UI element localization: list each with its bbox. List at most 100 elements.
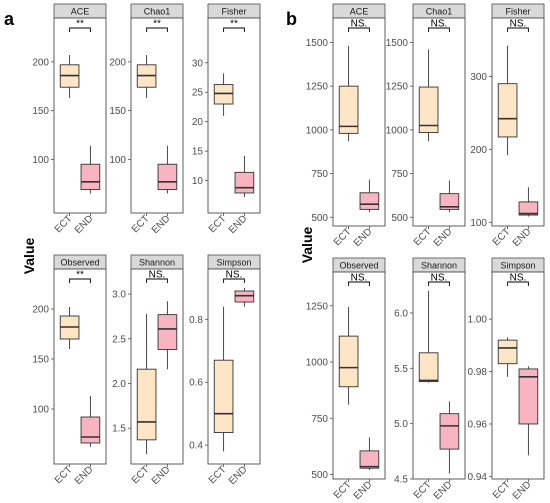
box-body (157, 163, 178, 191)
box-end (518, 187, 539, 217)
y-tick-label: 15 (192, 147, 204, 158)
facet-panels: ACE100150200**ECTENDChao1100150200**ECTE… (32, 3, 545, 502)
facet-title: Simpson (500, 261, 535, 271)
y-tick-label: 2.0 (112, 379, 126, 390)
x-tick-label-end: END (227, 213, 250, 236)
x-tick-label-ect: ECT (130, 464, 152, 486)
y-tick-label: 1500 (306, 38, 329, 49)
y-tick-label: 1000 (306, 358, 329, 369)
y-tick-label: 150 (109, 106, 126, 117)
significance-label: ** (153, 19, 161, 30)
y-tick-label: 150 (32, 106, 49, 117)
box-body (338, 85, 359, 134)
facet-title: Observed (339, 261, 378, 271)
significance-label: ** (76, 270, 84, 281)
y-tick-label: 200 (32, 57, 49, 68)
box-body (497, 339, 518, 365)
y-axis-title-b: Value (299, 227, 315, 264)
box-body (213, 359, 234, 433)
y-tick-label: 500 (391, 213, 408, 224)
y-tick-label: 1250 (386, 82, 409, 93)
box-ect (418, 290, 439, 383)
box-ect (59, 55, 80, 98)
x-tick-label-ect: ECT (412, 479, 434, 501)
box-body (80, 163, 101, 191)
significance-bracket (69, 278, 91, 283)
significance-label: ** (76, 19, 84, 30)
y-tick-label: 5.5 (394, 364, 408, 375)
y-tick-label: 200 (470, 145, 487, 156)
box-end (359, 437, 380, 470)
significance-label: NS. (510, 19, 527, 30)
x-tick-label-ect: ECT (53, 464, 75, 486)
box-body (136, 368, 157, 441)
y-tick-label: 750 (391, 169, 408, 180)
y-tick-label: 1250 (306, 82, 329, 93)
facet-title: Chao1 (144, 7, 171, 17)
box-body (518, 201, 539, 216)
y-tick-label: 0.94 (468, 472, 488, 483)
significance-bracket (348, 281, 370, 286)
box-ect (338, 45, 359, 142)
significance-bracket (69, 27, 91, 32)
facet-title: Shannon (139, 258, 175, 268)
x-tick-label-end: END (511, 226, 534, 249)
y-tick-label: 4.5 (394, 475, 408, 486)
box-ect (136, 55, 157, 98)
y-tick-label: 500 (311, 470, 328, 481)
y-tick-label: 100 (109, 155, 126, 166)
plot-frame (207, 268, 261, 465)
x-tick-label-ect: ECT (130, 213, 152, 235)
box-ect (213, 306, 234, 452)
box-body (213, 84, 234, 105)
plot-frame (412, 17, 466, 227)
significance-label: ** (230, 19, 238, 30)
y-tick-label: 200 (32, 305, 49, 316)
box-body (518, 368, 539, 425)
significance-bracket (223, 278, 245, 283)
box-end (439, 401, 460, 474)
y-tick-label: 0.98 (468, 367, 488, 378)
significance-bracket (146, 278, 168, 283)
plot-frame (412, 271, 466, 480)
box-ect (59, 307, 80, 349)
significance-bracket (507, 281, 529, 286)
plot-frame (491, 17, 545, 227)
box-body (234, 171, 255, 194)
significance-label: NS. (510, 273, 527, 284)
facet-title: Shannon (421, 261, 457, 271)
y-tick-label: 30 (192, 58, 204, 69)
y-tick-label: 750 (311, 169, 328, 180)
significance-bracket (223, 27, 245, 32)
significance-bracket (428, 281, 450, 286)
x-tick-label-end: END (432, 479, 455, 502)
box-end (518, 366, 539, 456)
box-ect (213, 73, 234, 116)
box-end (157, 145, 178, 194)
x-tick-label-end: END (352, 226, 375, 249)
y-tick-label: 10 (192, 176, 204, 187)
significance-bracket (348, 27, 370, 32)
x-tick-label-end: END (432, 226, 455, 249)
box-ect (497, 337, 518, 377)
x-tick-label-ect: ECT (207, 213, 229, 235)
box-ect (418, 49, 439, 142)
y-tick-label: 1500 (386, 38, 409, 49)
plot-frame (332, 17, 386, 227)
x-tick-label-end: END (150, 464, 173, 487)
box-end (80, 396, 101, 447)
facet-title: Observed (60, 258, 99, 268)
box-body (359, 192, 380, 210)
y-tick-label: 25 (192, 88, 204, 99)
y-tick-label: 150 (32, 355, 49, 366)
x-tick-label-ect: ECT (332, 226, 354, 248)
plot-frame (332, 271, 386, 480)
box-end (359, 179, 380, 213)
box-body (418, 86, 439, 133)
